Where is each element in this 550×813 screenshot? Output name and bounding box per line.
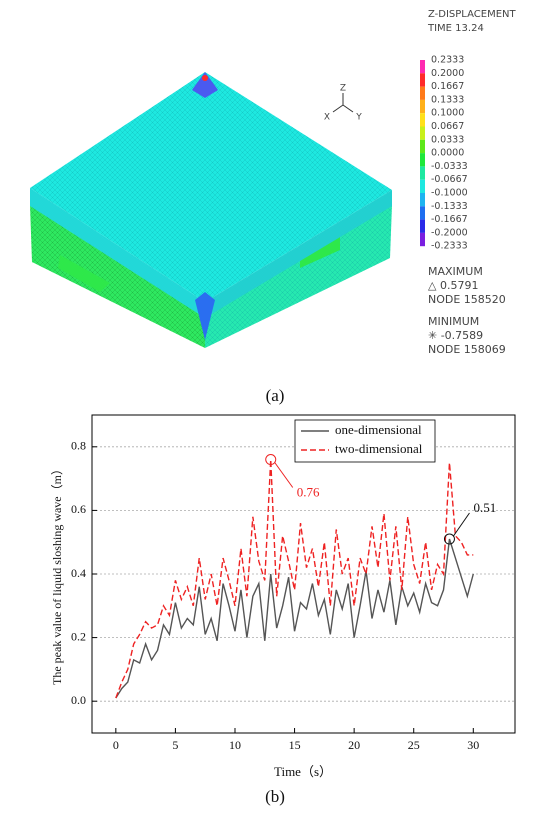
max-node: NODE 158520 [428,293,506,306]
y-tick-label: 0.4 [71,566,86,580]
contour-title: Z-DISPLACEMENT [428,9,517,20]
colorbar-label: 0.1333 [431,94,464,105]
colorbar-label: 0.2333 [431,55,464,66]
min-node: NODE 158069 [428,343,506,356]
x-axis-label: Time（s） [274,764,332,779]
colorbar-label: -0.1667 [431,214,468,225]
annotation-text: 0.76 [297,485,320,500]
colorbar-segment [420,60,425,74]
colorbar-label: 0.1000 [431,108,464,119]
min-label: MINIMUM [428,315,479,328]
x-tick-label: 0 [113,738,119,752]
contour-time: TIME 13.24 [427,23,484,34]
colorbar-label: 0.2000 [431,68,464,79]
colorbar-segment [420,99,425,114]
colorbar-label: 0.0333 [431,134,464,145]
peak-max [202,75,208,81]
axis-x: X [324,113,330,123]
right-face-mesh [205,205,392,348]
panel-label-a: (a) [266,386,285,405]
y-axis-label: The peak value of liquid sloshing wave（m… [50,463,64,685]
colorbar-label: 0.0000 [431,148,464,159]
colorbar-segment [420,206,425,220]
legend-label: two-dimensional [335,441,423,456]
annotation-text: 0.51 [473,500,496,515]
plot-frame [91,414,516,734]
colorbar-segment [420,139,425,154]
x-tick-label: 10 [229,738,241,752]
max-label: MAXIMUM [428,265,483,278]
series-line [115,459,474,699]
legend-label: one-dimensional [335,422,422,437]
low-spot [195,292,215,340]
annotation-circle [443,533,455,545]
min-value: ✳ -0.7589 [428,329,483,342]
colorbar-segment [420,113,425,127]
colorbar-label: 0.1667 [431,81,464,92]
colorbar-segment [420,193,425,207]
y-tick-label: 0.6 [71,502,86,516]
colorbar: 0.2333 0.2000 0.1667 0.1333 0.1000 0.0667 0.03… [420,55,468,252]
colorbar-segment [420,232,425,247]
top-edge [205,190,392,318]
y-tick-label: 0.8 [71,439,86,453]
series-line [115,538,474,699]
legend-box [294,419,436,463]
annotation-circle [265,454,277,466]
top-face-mesh [30,72,392,302]
colorbar-label: -0.0667 [431,174,468,185]
colorbar-segment [420,73,425,87]
colorbar-label: -0.2333 [431,241,468,252]
x-tick-label: 30 [467,738,479,752]
colorbar-segment [420,166,425,180]
x-tick-label: 25 [408,738,420,752]
colorbar-segment [420,179,425,193]
peak [192,72,218,98]
colorbar-label: -0.1333 [431,201,468,212]
x-tick-label: 20 [348,738,360,752]
green-patch [58,255,110,292]
y-tick-label: 0.0 [71,693,86,707]
annotation-arrow [274,462,294,488]
annotation-arrow [453,512,470,537]
x-tick-label: 5 [172,738,178,752]
colorbar-label: -0.2000 [431,227,468,238]
fe-model [30,72,392,348]
x-tick-label: 15 [289,738,301,752]
left-face-mesh [30,205,205,348]
line-chart: 0.0 0.2 0.4 0.6 0.8 0 5 10 15 20 25 30 0.76 0.51 one-d… [71,414,516,752]
axis-z: Z [340,84,346,94]
panel-label-b: (b) [265,787,285,806]
max-value: △ 0.5791 [428,279,478,292]
colorbar-segment [420,86,425,100]
colorbar-segment [420,153,425,167]
top-edge [30,188,205,318]
colorbar-segment [420,126,425,140]
colorbar-label: 0.0667 [431,121,464,132]
y-tick-label: 0.2 [71,629,86,643]
axis-y: Y [355,113,362,123]
colorbar-segment [420,219,425,233]
colorbar-label: -0.0333 [431,161,468,172]
colorbar-label: -0.1000 [431,188,468,199]
axis-triad [332,93,354,113]
